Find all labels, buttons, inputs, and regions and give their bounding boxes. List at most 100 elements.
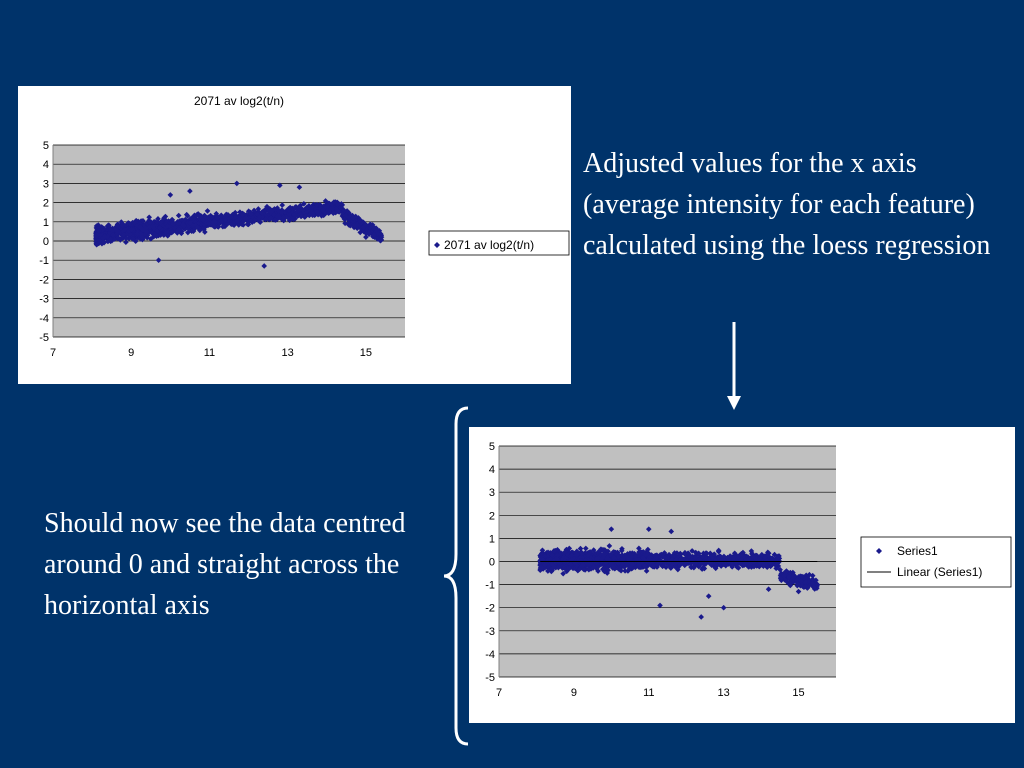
data-point [617,566,623,573]
y-tick-label: -1 [39,255,49,267]
x-tick-label: 15 [360,347,372,359]
data-point [677,562,683,568]
data-point [646,557,652,564]
data-point [310,204,317,211]
data-point [335,202,341,208]
data-point [314,208,320,215]
data-point [350,218,356,224]
data-point [107,236,114,242]
data-point [292,204,298,211]
data-point [636,545,642,552]
data-point [295,207,302,214]
data-point [188,228,195,235]
data-point [215,224,222,230]
data-point [196,213,203,219]
data-point [549,552,555,559]
data-point [175,212,182,219]
y-tick-label: 4 [43,159,49,171]
data-point [341,216,348,223]
x-tick-label: 13 [718,687,730,699]
data-point [802,579,809,585]
data-point [252,216,258,223]
data-point [568,557,574,564]
data-point [641,552,648,559]
data-point [162,217,169,223]
data-point [164,233,171,239]
data-point [798,578,804,584]
data-point [809,572,816,579]
data-point [151,226,158,232]
data-point [798,573,805,580]
data-point [325,201,331,208]
y-tick-label: 1 [489,533,495,545]
data-point [97,236,104,243]
data-point [163,221,170,228]
data-point [750,554,756,560]
data-point [813,577,819,584]
data-point [701,565,708,572]
data-point [756,555,763,562]
legend-marker-key [434,242,440,248]
data-point [590,564,597,571]
data-point [675,566,681,573]
data-point [374,231,380,237]
legend-box [428,230,570,256]
data-point [150,233,157,240]
data-point [262,216,269,223]
data-point [740,549,746,556]
y-tick-label: -2 [485,603,495,615]
data-point [741,561,748,568]
data-point [128,226,135,233]
data-point [610,549,617,555]
data-point [603,559,610,566]
data-point [670,552,676,559]
data-point [268,215,274,221]
data-point [580,566,587,573]
y-tick-label: 0 [489,557,495,569]
chart-bottom-panel: 5 4 3 2 1 0 -1 -2 -3 -4 -5 7 9 11 13 15 Series1 Linear (S… [469,427,1015,723]
data-point [566,565,573,572]
data-point [605,567,611,574]
data-point [357,218,363,225]
x-tick-label: 15 [792,687,804,699]
data-point [357,229,364,236]
data-point [96,228,102,234]
data-point [290,216,297,223]
data-point [197,216,204,222]
y-tick-label: -5 [39,332,49,344]
y-tick-label: 3 [43,178,49,190]
data-point [320,207,326,213]
data-point [765,586,772,593]
data-point [248,211,254,217]
data-point [201,221,208,227]
data-point [703,551,710,557]
scatter-points [537,526,821,620]
data-point [264,213,270,219]
y-tick-label: 1 [43,217,49,229]
data-point [111,226,118,233]
data-point [640,555,646,561]
data-point [140,218,146,224]
data-point [123,239,129,246]
x-tick-label: 11 [204,347,215,359]
data-point [176,220,183,226]
data-point [232,209,239,216]
data-point [106,222,112,229]
data-point [134,223,141,229]
data-point [774,555,781,562]
data-point [120,231,127,238]
data-point [138,231,144,237]
data-point [606,543,613,549]
y-tick-label: 5 [43,140,49,152]
data-point [347,222,354,229]
scatter-points [93,180,385,269]
data-point [117,237,124,243]
data-point [200,217,206,223]
data-point [255,206,262,212]
data-point [224,221,231,227]
data-point [598,546,604,552]
data-point [130,221,137,227]
data-point [149,223,156,230]
data-point [110,232,116,239]
x-tick-label: 7 [496,687,502,699]
